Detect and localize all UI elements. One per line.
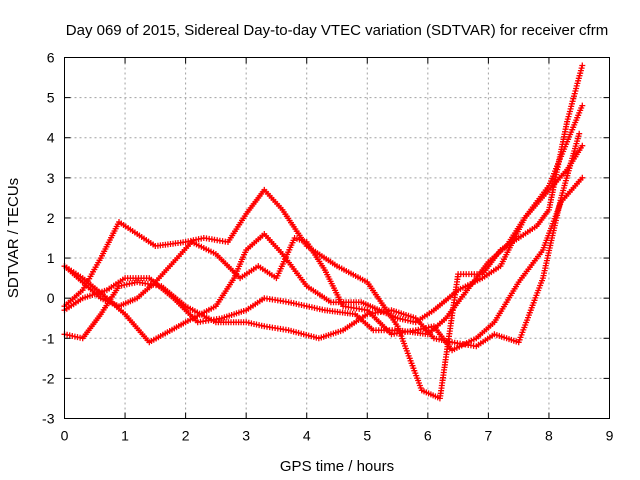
series-track-a <box>61 142 586 338</box>
data-point <box>579 174 586 181</box>
y-tick-label: 3 <box>47 170 55 186</box>
x-tick-label: 6 <box>424 428 432 444</box>
plot-frame <box>64 57 610 419</box>
y-tick-label: 1 <box>47 250 55 266</box>
x-tick-label: 4 <box>303 428 311 444</box>
series-line <box>64 65 583 400</box>
x-tick-label: 3 <box>242 428 250 444</box>
y-tick-label: 6 <box>47 50 55 66</box>
data-point <box>579 62 586 69</box>
data-point <box>579 142 586 149</box>
y-tick-label: -1 <box>42 330 55 346</box>
x-tick-label: 8 <box>545 428 553 444</box>
y-tick-label: 4 <box>47 130 55 146</box>
series-track-c <box>61 130 583 350</box>
x-tick-label: 2 <box>182 428 190 444</box>
y-tick-label: -3 <box>42 411 55 427</box>
chart-title: Day 069 of 2015, Sidereal Day-to-day VTE… <box>66 22 608 39</box>
data-point <box>576 130 583 137</box>
x-tick-label: 9 <box>606 428 614 444</box>
x-tick-label: 0 <box>61 428 69 444</box>
y-tick-label: 5 <box>47 90 55 106</box>
axis-ticks: 0 1 2 3 4 5 6 7 8 9 -3 -2 -1 0 1 2 3 4 5 6 <box>42 50 614 444</box>
y-tick-label: -2 <box>42 370 55 386</box>
x-axis-label: GPS time / hours <box>280 458 394 475</box>
y-tick-label: 0 <box>47 290 55 306</box>
series-track-b <box>61 102 586 346</box>
plot-series <box>61 62 586 402</box>
y-axis-label: SDTVAR / TECUs <box>5 178 22 298</box>
x-tick-label: 1 <box>121 428 129 444</box>
series-track-d <box>61 62 586 402</box>
x-tick-label: 5 <box>363 428 371 444</box>
series-track-e <box>61 174 586 354</box>
x-tick-label: 7 <box>484 428 492 444</box>
y-tick-label: 2 <box>47 210 55 226</box>
data-point <box>579 102 586 109</box>
